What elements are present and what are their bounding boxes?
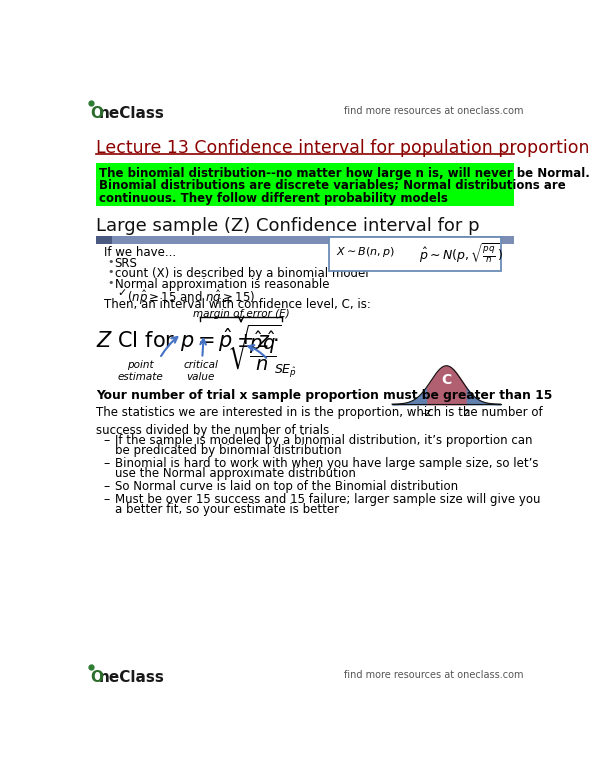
Text: –: –: [104, 493, 110, 506]
Text: ✓: ✓: [118, 288, 127, 298]
Text: $Z$ CI for $p = \hat{p} \pm z \cdot$: $Z$ CI for $p = \hat{p} \pm z \cdot$: [96, 326, 279, 353]
Text: Lecture 13 Confidence interval for population proportion: Lecture 13 Confidence interval for popul…: [96, 139, 590, 156]
Text: –: –: [104, 457, 110, 470]
Text: Normal approximation is reasonable: Normal approximation is reasonable: [115, 277, 329, 290]
Text: $\hat{p} \sim N(p,\sqrt{\frac{pq}{n}})$: $\hat{p} \sim N(p,\sqrt{\frac{pq}{n}})$: [419, 242, 503, 266]
Text: Must be over 15 success and 15 failure; larger sample size will give you: Must be over 15 success and 15 failure; …: [115, 493, 540, 506]
Bar: [96, 236, 112, 244]
Text: •: •: [107, 256, 114, 266]
Text: So Normal curve is laid on top of the Binomial distribution: So Normal curve is laid on top of the Bi…: [115, 480, 458, 493]
Text: C: C: [441, 373, 452, 387]
Text: point
estimate: point estimate: [117, 360, 163, 382]
Text: use the Normal approximate distribution: use the Normal approximate distribution: [115, 467, 356, 480]
Text: If the sample is modeled by a binomial distribution, it’s proportion can: If the sample is modeled by a binomial d…: [115, 434, 532, 447]
Text: Your number of trial x sample proportion must be greater than 15: Your number of trial x sample proportion…: [96, 389, 552, 402]
Text: SRS: SRS: [115, 256, 137, 270]
Text: Large sample (Z) Confidence interval for p: Large sample (Z) Confidence interval for…: [96, 217, 480, 235]
Text: $SE_{\hat{p}}$: $SE_{\hat{p}}$: [274, 361, 298, 379]
Text: continuous. They follow different probability models: continuous. They follow different probab…: [99, 192, 448, 205]
Text: margin of error (E): margin of error (E): [193, 309, 289, 319]
Text: The binomial distribution--no matter how large n is, will never be Normal.: The binomial distribution--no matter how…: [99, 167, 590, 180]
Text: -z: -z: [421, 408, 431, 418]
Text: If we have...: If we have...: [104, 246, 176, 259]
Text: •: •: [107, 267, 114, 277]
FancyBboxPatch shape: [328, 237, 500, 271]
Text: neClass: neClass: [99, 670, 165, 685]
Text: find more resources at oneclass.com: find more resources at oneclass.com: [345, 670, 524, 680]
Text: be predicated by binomial distribution: be predicated by binomial distribution: [115, 444, 342, 457]
Bar: [96, 236, 514, 244]
Text: –: –: [104, 434, 110, 447]
Text: Binomial is hard to work with when you have large sample size, so let’s: Binomial is hard to work with when you h…: [115, 457, 538, 470]
Text: z: z: [464, 408, 469, 418]
Text: Then, an interval with confidence level, C, is:: Then, an interval with confidence level,…: [104, 298, 371, 311]
Bar: [96, 163, 514, 206]
Text: a better fit, so your estimate is better: a better fit, so your estimate is better: [115, 504, 339, 516]
Text: –: –: [104, 480, 110, 493]
Text: O: O: [90, 106, 103, 121]
Text: Binomial distributions are discrete variables; Normal distributions are: Binomial distributions are discrete vari…: [99, 179, 566, 192]
Text: $(n\hat{p} \geq 15$ and $n\hat{q} \geq 15)$: $(n\hat{p} \geq 15$ and $n\hat{q} \geq 1…: [127, 288, 255, 307]
Text: The statistics we are interested in is the proportion, which is the number of
su: The statistics we are interested in is t…: [96, 406, 543, 437]
Text: find more resources at oneclass.com: find more resources at oneclass.com: [345, 106, 524, 116]
Text: O: O: [90, 670, 103, 685]
Text: $X \sim B(n,p)$: $X \sim B(n,p)$: [336, 245, 395, 259]
Text: •: •: [107, 277, 114, 287]
Text: neClass: neClass: [99, 106, 165, 121]
Text: critical
value: critical value: [183, 360, 218, 382]
Text: $\sqrt{\dfrac{\hat{p}\hat{q}}{n}}$: $\sqrt{\dfrac{\hat{p}\hat{q}}{n}}$: [227, 323, 281, 373]
Text: count (X) is described by a binomial model: count (X) is described by a binomial mod…: [115, 267, 368, 280]
